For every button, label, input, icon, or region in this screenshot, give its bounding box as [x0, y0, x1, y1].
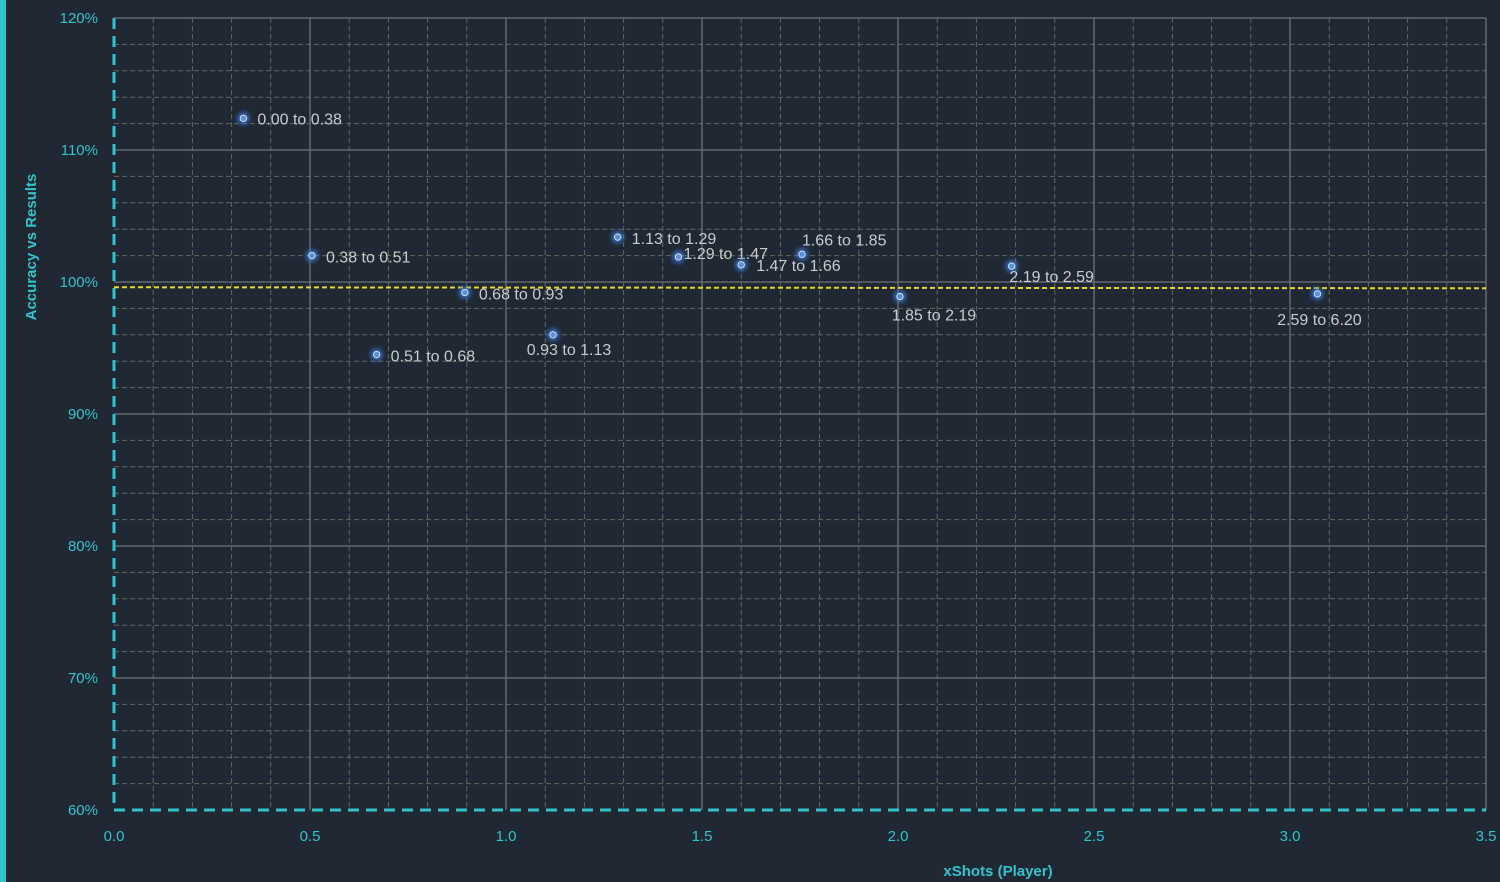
y-tick-label: 90%	[68, 406, 98, 423]
x-axis-title: xShots (Player)	[943, 863, 1052, 880]
data-label: 0.51 to 0.68	[391, 349, 476, 366]
data-label: 0.93 to 1.13	[527, 342, 612, 359]
data-point	[373, 350, 381, 359]
data-label: 1.47 to 1.66	[756, 258, 841, 275]
data-label: 0.68 to 0.93	[479, 287, 564, 304]
data-point	[1313, 290, 1322, 298]
x-tick-label: 2.0	[888, 828, 909, 845]
x-tick-label: 0.0	[104, 828, 125, 845]
data-label: 0.38 to 0.51	[326, 250, 411, 267]
data-points: 0.00 to 0.38 0.38 to 0.51 0.51 to 0.68 0.68…	[237, 111, 1362, 366]
reference-line-group	[113, 286, 1487, 290]
y-tick-label: 120%	[60, 10, 98, 27]
y-tick-label: 60%	[68, 802, 98, 819]
y-tick-label: 100%	[60, 274, 98, 291]
y-axis-title: Accuracy vs Results	[23, 174, 40, 321]
data-point	[461, 288, 469, 297]
data-point	[614, 233, 622, 241]
data-label: 2.19 to 2.59	[1009, 269, 1094, 286]
y-tick-label: 70%	[68, 670, 98, 687]
x-tick-label: 2.5	[1084, 828, 1105, 845]
data-label: 2.59 to 6.20	[1277, 312, 1362, 329]
x-tick-label: 0.5	[300, 828, 321, 845]
data-label: 0.00 to 0.38	[257, 111, 342, 128]
accent-bar	[0, 0, 6, 882]
grid-lines	[114, 17, 1487, 810]
data-point	[674, 253, 683, 261]
reference-line	[113, 286, 1487, 290]
data-label: 1.29 to 1.47	[683, 246, 768, 263]
data-point	[896, 292, 904, 301]
data-label: 1.85 to 2.19	[892, 308, 977, 325]
x-tick-label: 3.0	[1280, 828, 1301, 845]
x-tick-label: 1.0	[496, 828, 517, 845]
y-tick-label: 110%	[61, 142, 98, 159]
data-point	[549, 331, 557, 339]
axes	[112, 18, 1486, 812]
data-point	[239, 114, 247, 122]
data-point	[737, 261, 745, 269]
data-point	[798, 250, 806, 258]
data-label: 1.13 to 1.29	[632, 231, 717, 248]
x-tick-label: 1.5	[692, 828, 713, 845]
data-label: 1.66 to 1.85	[802, 232, 887, 249]
data-point	[308, 252, 316, 260]
y-tick-label: 80%	[68, 538, 98, 555]
x-tick-label: 3.5	[1476, 828, 1497, 845]
tick-labels: 0.0 0.5 1.0 1.5 2.0 2.5 3.0 3.5 60% 70% 80% 90% 100%…	[60, 10, 1497, 845]
data-point	[1008, 262, 1016, 270]
